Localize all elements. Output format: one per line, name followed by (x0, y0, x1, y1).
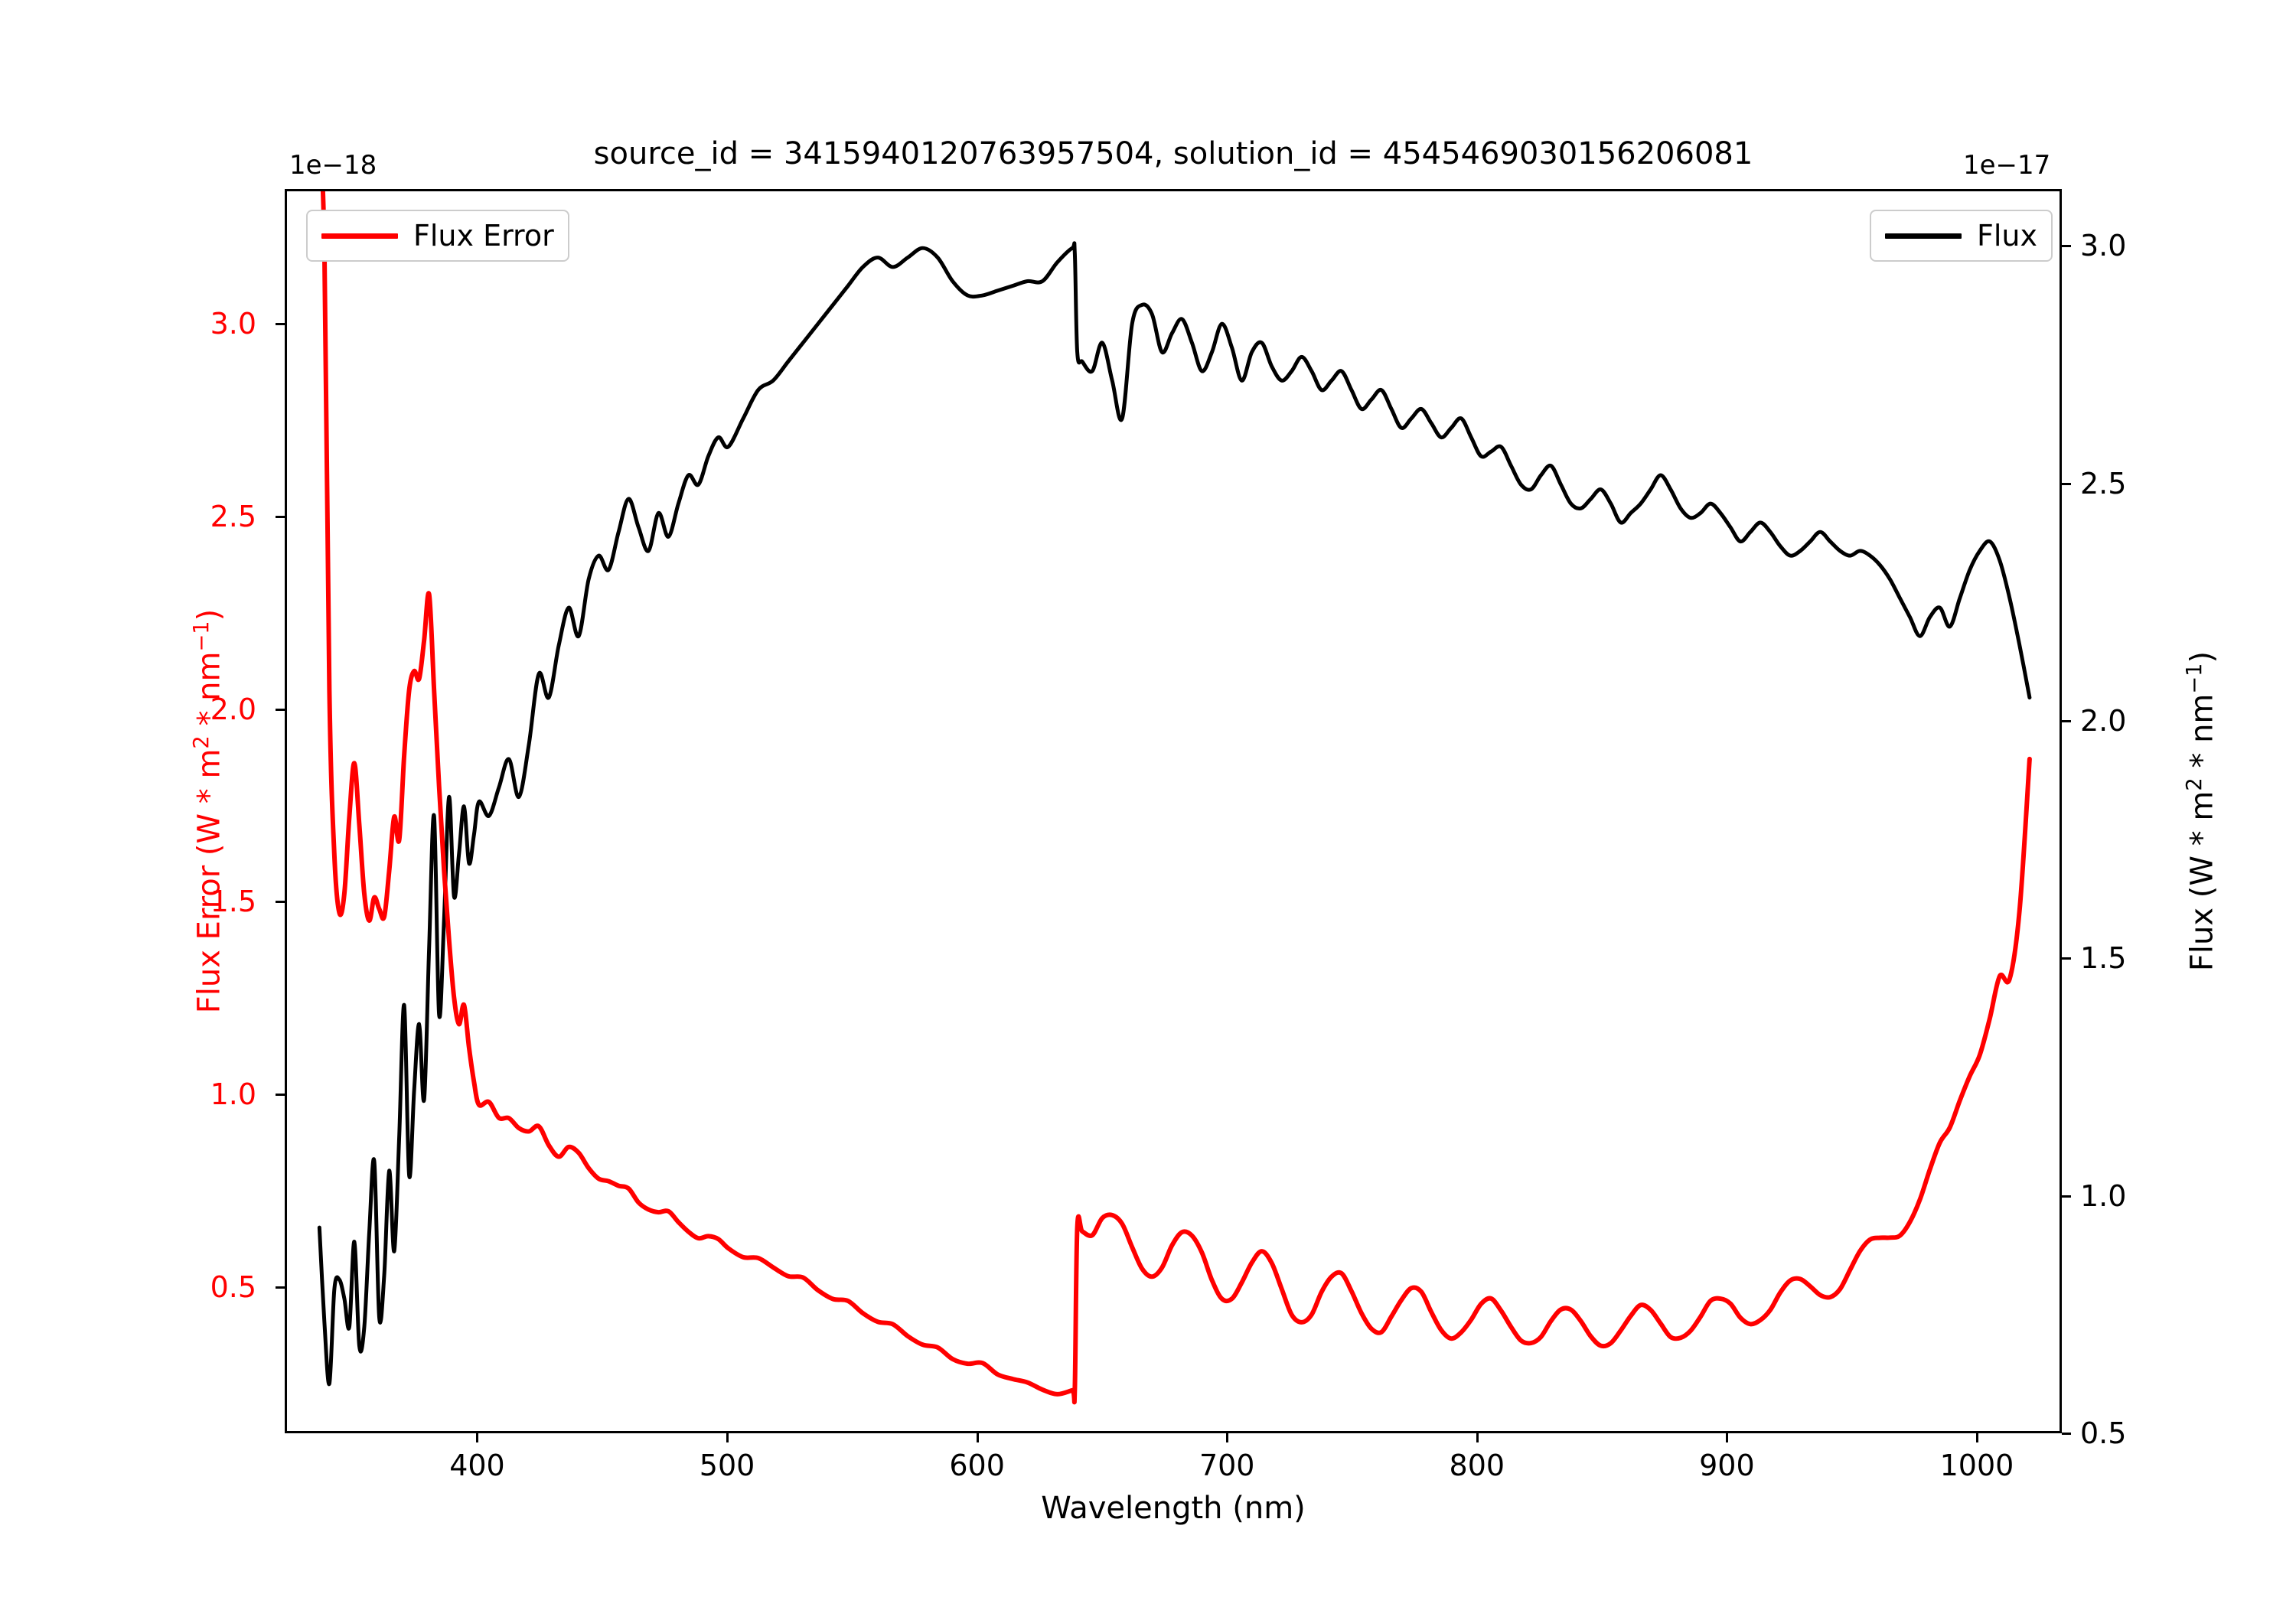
left-y-tick-label: 0.5 (210, 1270, 256, 1304)
left-y-tick-label: 3.0 (210, 307, 256, 341)
x-tick-mark (976, 1433, 979, 1442)
legend-swatch-flux-error (321, 233, 398, 239)
ylabel-right-sup1: 2 (2183, 777, 2206, 791)
legend-swatch-flux (1885, 233, 1962, 239)
flux-line (317, 241, 2032, 1387)
x-tick-mark (1726, 1433, 1729, 1442)
plot-svg (317, 191, 2032, 1405)
left-y-tick-label: 2.5 (210, 499, 256, 533)
x-tick-label: 700 (1199, 1449, 1255, 1482)
right-y-tick-label: 0.5 (2080, 1416, 2127, 1450)
left-y-tick-mark (276, 708, 285, 711)
left-y-tick-label: 1.0 (210, 1077, 256, 1111)
ylabel-left-sup1: 2 (190, 735, 214, 749)
x-tick-label: 800 (1449, 1449, 1505, 1482)
right-y-tick-mark (2062, 957, 2071, 960)
legend-flux-error[interactable]: Flux Error (306, 210, 569, 262)
x-tick-mark (1975, 1433, 1978, 1442)
ylabel-left-post: ) (191, 608, 227, 621)
x-tick-mark (476, 1433, 479, 1442)
left-axis-offset-label: 1e−18 (289, 150, 377, 181)
x-tick-label: 400 (449, 1449, 505, 1482)
left-y-axis-label: Flux Error (W * m2 * nm−1) (190, 609, 227, 1013)
left-y-tick-mark (276, 901, 285, 904)
x-tick-mark (1476, 1433, 1479, 1442)
x-tick-label: 1000 (1939, 1449, 2014, 1482)
legend-label-flux-error: Flux Error (413, 219, 554, 253)
plot-area (285, 189, 2062, 1433)
ylabel-right-post: ) (2184, 650, 2220, 663)
right-y-tick-mark (2062, 482, 2071, 485)
right-y-tick-mark (2062, 245, 2071, 248)
right-y-tick-mark (2062, 1433, 2071, 1435)
ylabel-right-mid: * nm (2184, 693, 2220, 778)
right-y-tick-label: 1.5 (2080, 941, 2127, 976)
left-y-tick-mark (276, 1286, 285, 1289)
right-y-tick-mark (2062, 1195, 2071, 1198)
x-axis-label: Wavelength (nm) (1041, 1491, 1306, 1526)
right-y-axis-label: Flux (W * m2 * nm−1) (2183, 651, 2219, 971)
ylabel-right-sup2: −1 (2183, 663, 2206, 694)
x-tick-mark (1226, 1433, 1229, 1442)
left-y-tick-mark (276, 1094, 285, 1096)
ylabel-left-pre: Flux Error (W * m (191, 748, 227, 1014)
left-y-tick-mark (276, 515, 285, 518)
legend-flux[interactable]: Flux (1870, 210, 2053, 262)
x-tick-label: 500 (699, 1449, 755, 1482)
left-y-tick-mark (276, 323, 285, 326)
legend-label-flux: Flux (1977, 219, 2037, 253)
right-y-tick-mark (2062, 720, 2071, 723)
ylabel-right-pre: Flux (W * m (2184, 790, 2220, 972)
x-tick-label: 900 (1699, 1449, 1755, 1482)
right-y-tick-label: 2.5 (2080, 466, 2127, 500)
x-tick-label: 600 (949, 1449, 1005, 1482)
left-y-tick-label: 2.0 (210, 692, 256, 726)
ylabel-left-sup2: −1 (190, 621, 214, 652)
right-y-tick-label: 2.0 (2080, 704, 2127, 738)
right-y-tick-label: 1.0 (2080, 1178, 2127, 1213)
chart-title: source_id = 3415940120763957504, solutio… (593, 136, 1753, 171)
x-tick-mark (726, 1433, 729, 1442)
flux-error-line (320, 191, 2032, 1405)
right-y-tick-label: 3.0 (2080, 229, 2127, 263)
right-axis-offset-label: 1e−17 (1963, 150, 2051, 181)
left-y-tick-label: 1.5 (210, 885, 256, 919)
